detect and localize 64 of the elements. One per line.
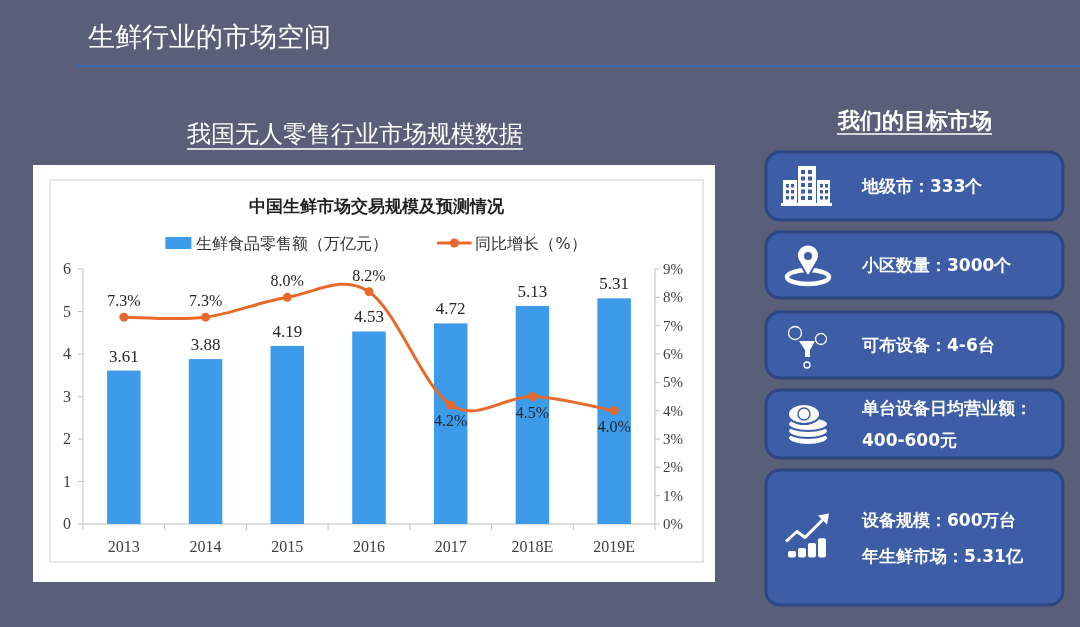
y-tick-label: 0 — [63, 515, 71, 532]
bar — [107, 370, 141, 524]
data-label: 3.61 — [108, 346, 139, 366]
text: 单台设备日均营业额：400-600元 — [861, 398, 1032, 450]
x-tick-label: 2016 — [353, 538, 385, 555]
data-label: 4.0% — [597, 417, 631, 435]
point — [201, 312, 211, 322]
x-tick-label: 2014 — [189, 538, 222, 555]
text: 地级市：333个 — [861, 176, 984, 196]
y2-tick-label: 6% — [663, 346, 683, 362]
y2-tick-label: 2% — [663, 459, 683, 476]
point — [119, 312, 129, 322]
point — [282, 292, 292, 302]
text: 我国无人零售行业市场规模数据 — [187, 120, 523, 148]
data-label: 4.72 — [435, 299, 466, 319]
y2-tick-label: 4% — [663, 402, 683, 419]
y2-tick-label: 5% — [663, 374, 683, 391]
y-tick-label: 1 — [63, 472, 71, 490]
legend-label: 同比增长（%） — [475, 234, 587, 253]
legend-label: 生鲜食品零售额（万亿元） — [196, 234, 389, 253]
point — [446, 400, 456, 410]
data-label: 5.31 — [599, 274, 630, 294]
x-tick-label: 2017 — [434, 538, 467, 555]
y2-tick-label: 1% — [663, 487, 683, 504]
text: 生鲜行业的市场空间 — [88, 21, 331, 52]
y-tick-label: 3 — [63, 387, 71, 405]
x-tick-label: 2018E — [511, 538, 554, 555]
bar — [270, 345, 305, 524]
text: 年生鲜市场：5.31亿 — [861, 545, 1024, 566]
x-tick-label: 2015 — [271, 538, 304, 555]
text: 可布设备：4-6台 — [861, 335, 995, 355]
point — [527, 392, 537, 401]
data-label: 4.2% — [434, 412, 468, 429]
y-tick-label: 6 — [63, 260, 71, 277]
data-label: 8.2% — [352, 266, 386, 284]
text: 设备规模：600万台 — [861, 509, 1017, 530]
y2-tick-label: 7% — [663, 317, 683, 334]
y-tick-label: 5 — [63, 302, 71, 320]
data-label: 8.0% — [270, 272, 304, 290]
point — [364, 287, 374, 297]
y2-tick-label: 8% — [663, 289, 683, 306]
bar — [352, 331, 386, 524]
bar — [597, 298, 631, 524]
data-label: 4.19 — [272, 321, 303, 341]
bar — [515, 305, 550, 524]
bar — [188, 359, 223, 524]
x-tick-label: 2019E — [593, 538, 636, 555]
data-label: 7.3% — [188, 292, 223, 310]
y2-tick-label: 3% — [663, 431, 683, 447]
y2-tick-label: 9% — [663, 261, 683, 277]
point — [609, 406, 619, 416]
bar — [433, 323, 468, 524]
chart-title: 中国生鲜市场交易规模及预测情况 — [248, 196, 505, 216]
data-label: 4.53 — [354, 307, 384, 327]
y2-tick-label: 0% — [663, 516, 683, 532]
text: 我们的目标市场 — [837, 108, 992, 133]
data-label: 5.13 — [517, 281, 548, 301]
text: 小区数量：3000个 — [861, 255, 1013, 275]
data-label: 7.3% — [107, 292, 141, 310]
y-tick-label: 4 — [63, 345, 71, 362]
x-tick-label: 2013 — [107, 538, 140, 555]
data-label: 4.5% — [515, 403, 550, 421]
y-tick-label: 2 — [63, 430, 71, 447]
data-label: 3.88 — [190, 335, 221, 355]
